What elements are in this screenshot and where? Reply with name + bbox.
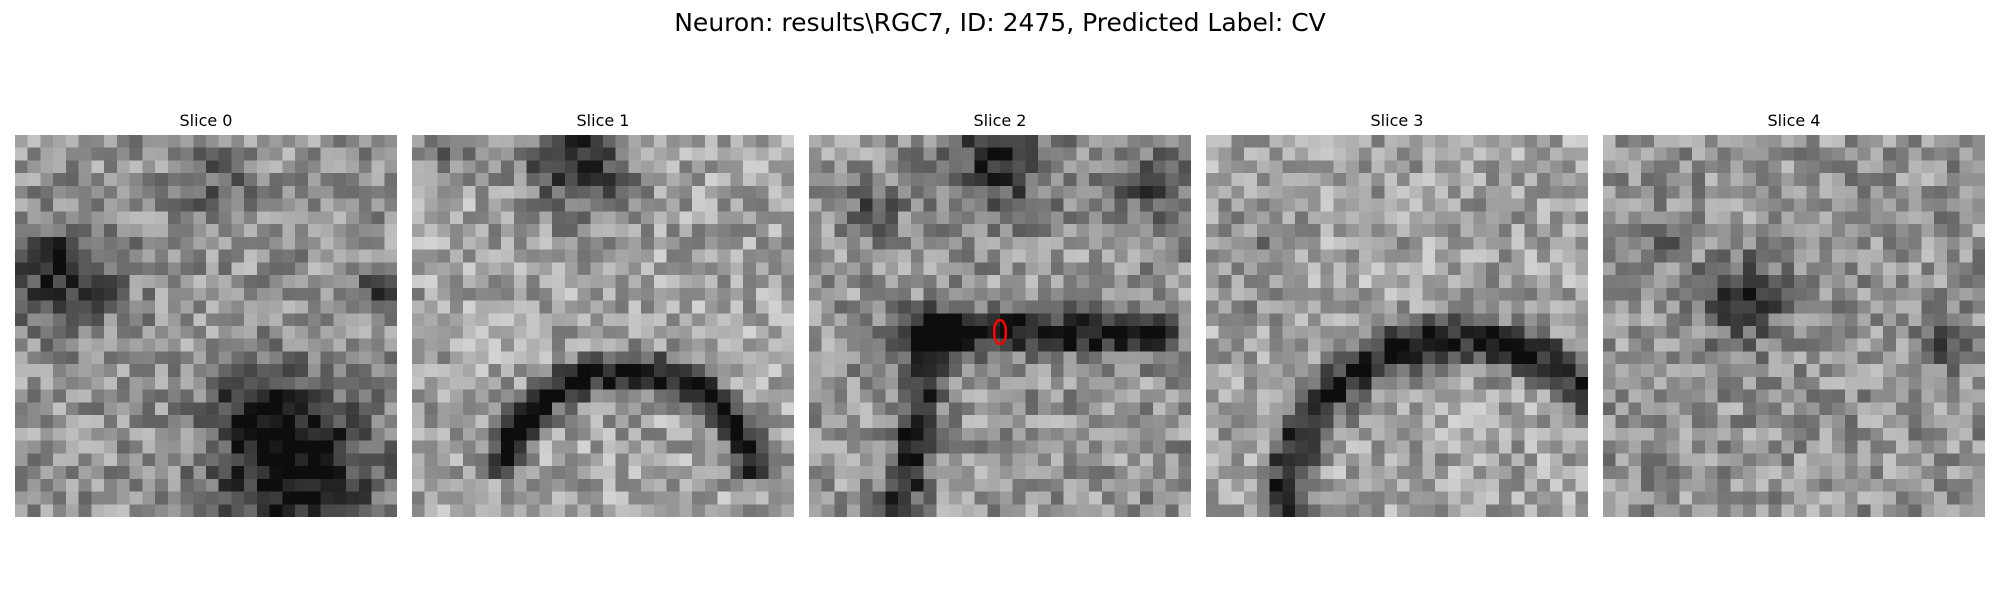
slice-title: Slice 1 [576,111,630,130]
slice-image [1206,135,1588,517]
slice-image [809,135,1191,517]
slice-title: Slice 0 [179,111,233,130]
slice-panel-1: Slice 1 [412,109,794,517]
slice-image [1603,135,1985,517]
slice-image [412,135,794,517]
slice-panel-3: Slice 3 [1206,109,1588,517]
figure-title: Neuron: results\RGC7, ID: 2475, Predicte… [674,8,1326,37]
slice-title: Slice 2 [973,111,1027,130]
slice-title: Slice 4 [1767,111,1821,130]
slice-panel-2: Slice 2 [809,109,1191,517]
slice-title: Slice 3 [1370,111,1424,130]
location-marker [992,318,1008,346]
slice-image [15,135,397,517]
slice-panel-0: Slice 0 [15,109,397,517]
slice-panel-4: Slice 4 [1603,109,1985,517]
